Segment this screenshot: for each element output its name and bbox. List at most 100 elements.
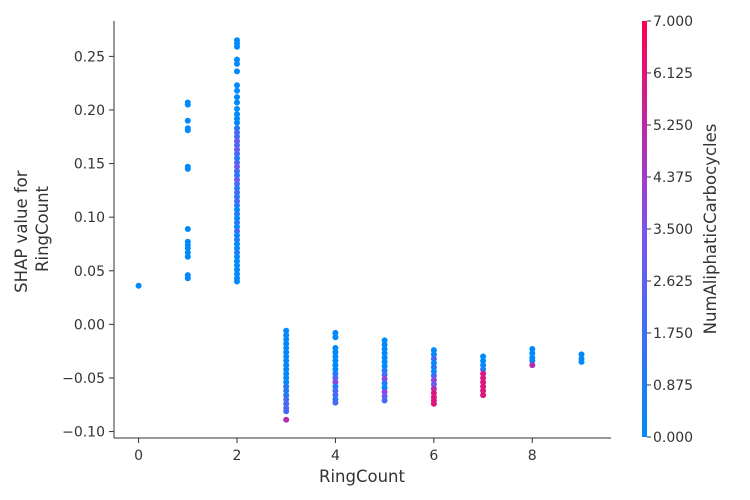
colorbar-tick-label: 7.000 — [653, 14, 693, 30]
colorbar-ticks: 0.000 0.875 1.750 2.625 3.500 4.375 5.250 6.125… — [647, 14, 693, 446]
y-tick-label: −0.10 — [62, 425, 105, 441]
data-point — [381, 397, 388, 404]
colorbar-tick-label: 1.750 — [653, 326, 693, 342]
data-point — [234, 133, 240, 140]
data-point — [234, 202, 240, 209]
colorbar — [642, 21, 647, 437]
colorbar-tick-label: 2.625 — [653, 274, 693, 290]
data-point — [234, 219, 240, 226]
data-point — [234, 223, 240, 230]
data-point — [283, 336, 290, 343]
data-point — [234, 271, 240, 277]
data-point — [430, 351, 437, 358]
data-point — [184, 127, 191, 134]
colorbar-tick-label: 0.000 — [653, 430, 693, 446]
data-point — [234, 228, 240, 235]
x-tick-label: 0 — [134, 448, 143, 464]
data-point — [430, 385, 437, 392]
y-tick-label: 0.00 — [74, 317, 105, 333]
y-tick-label: 0.20 — [74, 103, 105, 119]
data-point — [283, 383, 290, 390]
data-point — [332, 334, 339, 341]
y-tick-label: 0.10 — [74, 210, 105, 226]
data-point — [480, 370, 487, 377]
colorbar-tick-label: 5.250 — [653, 118, 693, 134]
data-point — [332, 387, 339, 394]
data-point — [430, 377, 437, 384]
data-point — [234, 232, 240, 239]
data-point — [283, 370, 290, 377]
data-point — [184, 117, 191, 124]
data-point — [381, 341, 388, 348]
data-point — [234, 189, 240, 196]
y-ticks: −0.10 −0.05 0.00 0.05 0.10 0.15 0.20 0.25 — [62, 49, 114, 441]
data-point — [332, 379, 339, 386]
data-point — [480, 375, 487, 381]
data-point — [234, 198, 240, 205]
data-point — [234, 176, 240, 183]
data-point — [234, 215, 240, 222]
data-point — [234, 168, 240, 175]
data-point — [430, 381, 437, 388]
data-point — [430, 364, 437, 371]
x-tick-label: 4 — [331, 448, 340, 464]
data-point — [332, 345, 339, 351]
data-point — [234, 111, 240, 118]
data-point — [234, 68, 240, 75]
data-point — [234, 125, 240, 132]
data-point — [480, 387, 487, 394]
data-point — [480, 366, 487, 373]
data-point — [381, 354, 388, 361]
data-point — [332, 375, 339, 381]
data-point — [283, 408, 290, 415]
data-point — [283, 375, 290, 381]
x-tick-label: 6 — [429, 448, 438, 464]
data-point — [480, 362, 487, 369]
data-point — [381, 367, 388, 374]
data-point — [332, 366, 339, 373]
data-point — [430, 372, 437, 379]
data-point — [430, 400, 437, 407]
data-point — [529, 357, 536, 364]
data-point — [234, 138, 240, 145]
data-point — [283, 349, 290, 356]
data-point — [480, 357, 487, 364]
data-point — [234, 155, 240, 162]
data-point — [381, 371, 388, 378]
data-point — [184, 249, 191, 256]
data-point — [234, 278, 240, 285]
y-tick-label: 0.25 — [74, 49, 105, 65]
data-point — [283, 392, 290, 399]
data-point — [332, 383, 339, 390]
data-point — [283, 357, 290, 364]
y-tick-label: 0.15 — [74, 157, 105, 173]
data-point — [529, 350, 536, 357]
data-point — [234, 115, 240, 122]
y-axis-title: SHAP value for RingCount — [12, 165, 52, 293]
data-point — [332, 357, 339, 364]
data-point — [234, 159, 240, 166]
data-point — [283, 387, 290, 394]
data-point — [578, 358, 585, 365]
data-point — [430, 368, 437, 375]
data-point — [184, 226, 191, 232]
data-point — [283, 332, 290, 339]
data-point — [381, 393, 388, 400]
data-point — [430, 390, 437, 396]
data-point — [234, 180, 240, 187]
data-point — [430, 355, 437, 362]
data-point — [234, 82, 240, 89]
data-point — [578, 351, 585, 358]
data-point — [381, 380, 388, 387]
data-point — [529, 346, 536, 352]
data-point — [283, 379, 290, 386]
data-point — [283, 396, 290, 403]
data-point — [480, 383, 487, 390]
data-point — [234, 262, 240, 269]
data-point — [283, 345, 290, 351]
data-point — [135, 282, 142, 289]
y-tick-label: −0.05 — [62, 371, 105, 387]
data-point — [234, 258, 240, 265]
data-point — [381, 388, 388, 395]
data-point — [332, 370, 339, 377]
